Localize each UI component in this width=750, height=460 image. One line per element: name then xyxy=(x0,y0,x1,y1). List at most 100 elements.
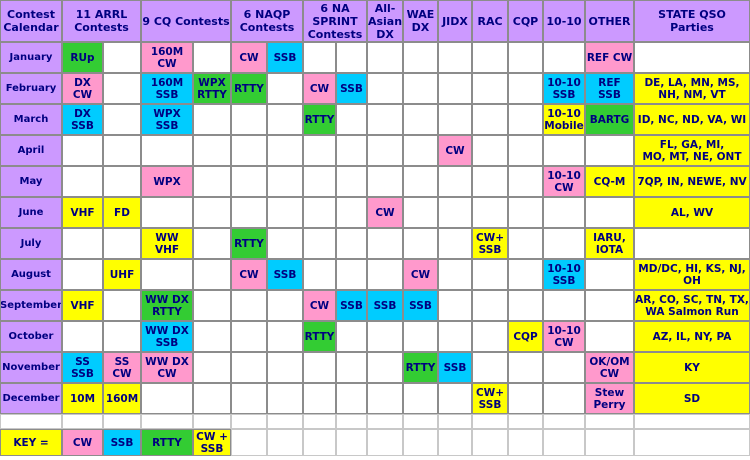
empty-cell xyxy=(303,383,336,414)
contest-cell: RTTY xyxy=(231,73,267,104)
contest-cell: WPX xyxy=(141,166,193,197)
contest-cell: SS SSB xyxy=(62,352,103,383)
contest-cell: 160M CW xyxy=(141,42,193,73)
contest-cell: RTTY xyxy=(303,321,336,352)
empty-cell xyxy=(336,166,367,197)
contest-cell: CW xyxy=(403,259,438,290)
empty-cell xyxy=(367,42,403,73)
empty-cell xyxy=(231,414,267,429)
empty-cell xyxy=(508,104,543,135)
contest-cell: UHF xyxy=(103,259,141,290)
contest-cell: CW+ SSB xyxy=(472,383,508,414)
contest-cell: WPX SSB xyxy=(141,104,193,135)
empty-cell xyxy=(367,321,403,352)
empty-cell xyxy=(231,352,267,383)
contest-cell: BARTG xyxy=(585,104,634,135)
empty-cell xyxy=(193,197,231,228)
empty-cell xyxy=(508,197,543,228)
empty-cell xyxy=(336,321,367,352)
empty-cell xyxy=(367,414,403,429)
empty-cell xyxy=(508,228,543,259)
empty-cell xyxy=(303,429,336,456)
empty-cell xyxy=(193,352,231,383)
empty-cell xyxy=(472,259,508,290)
empty-cell xyxy=(267,414,303,429)
contest-cell: 160M xyxy=(103,383,141,414)
empty-cell xyxy=(585,259,634,290)
contest-cell: CW xyxy=(303,290,336,321)
empty-cell xyxy=(438,42,472,73)
empty-cell xyxy=(303,259,336,290)
empty-cell xyxy=(367,135,403,166)
empty-cell xyxy=(472,321,508,352)
month-label: October xyxy=(0,321,62,352)
contest-cell: Stew Perry xyxy=(585,383,634,414)
contest-cell: CW xyxy=(231,259,267,290)
column-header: 10-10 xyxy=(543,0,585,42)
empty-cell xyxy=(403,383,438,414)
contest-cell: RUp xyxy=(62,42,103,73)
contest-cell: CW+ SSB xyxy=(472,228,508,259)
empty-cell xyxy=(585,290,634,321)
month-label: January xyxy=(0,42,62,73)
key-swatch: RTTY xyxy=(141,429,193,456)
empty-cell xyxy=(193,321,231,352)
empty-cell xyxy=(438,321,472,352)
key-swatch: CW + SSB xyxy=(193,429,231,456)
contest-cell: 10-10 CW xyxy=(543,321,585,352)
empty-cell xyxy=(62,166,103,197)
contest-cell: KY xyxy=(634,352,750,383)
contest-cell: RTTY xyxy=(303,104,336,135)
empty-cell xyxy=(336,259,367,290)
empty-cell xyxy=(543,414,585,429)
key-swatch: CW xyxy=(62,429,103,456)
column-header: JIDX xyxy=(438,0,472,42)
month-label: April xyxy=(0,135,62,166)
empty-cell xyxy=(62,414,103,429)
empty-cell xyxy=(472,42,508,73)
empty-cell xyxy=(472,135,508,166)
empty-cell xyxy=(403,414,438,429)
empty-cell xyxy=(193,104,231,135)
empty-cell xyxy=(543,42,585,73)
month-label: June xyxy=(0,197,62,228)
empty-cell xyxy=(367,73,403,104)
empty-cell xyxy=(267,321,303,352)
empty-cell xyxy=(141,383,193,414)
contest-cell: DX CW xyxy=(62,73,103,104)
empty-cell xyxy=(62,135,103,166)
empty-cell xyxy=(472,166,508,197)
empty-cell xyxy=(472,73,508,104)
contest-cell: SSB xyxy=(367,290,403,321)
empty-cell xyxy=(403,42,438,73)
empty-cell xyxy=(543,429,585,456)
contest-cell: SSB xyxy=(267,42,303,73)
contest-cell: REF CW xyxy=(585,42,634,73)
empty-cell xyxy=(634,414,750,429)
contest-cell: CQ-M xyxy=(585,166,634,197)
empty-cell xyxy=(508,290,543,321)
column-header: All- Asian DX xyxy=(367,0,403,42)
empty-cell xyxy=(634,228,750,259)
empty-cell xyxy=(141,135,193,166)
empty-cell xyxy=(438,383,472,414)
empty-cell xyxy=(193,259,231,290)
empty-cell xyxy=(193,166,231,197)
empty-cell xyxy=(336,104,367,135)
empty-cell xyxy=(303,42,336,73)
column-header: CQP xyxy=(508,0,543,42)
contest-cell: 10M xyxy=(62,383,103,414)
contest-cell: IARU, IOTA xyxy=(585,228,634,259)
contest-cell: SSB xyxy=(267,259,303,290)
empty-cell xyxy=(508,259,543,290)
column-header: Contest Calendar xyxy=(0,0,62,42)
contest-cell: AR, CO, SC, TN, TX, WA Salmon Run xyxy=(634,290,750,321)
month-label: March xyxy=(0,104,62,135)
column-header: 6 NAQP Contests xyxy=(231,0,303,42)
empty-cell xyxy=(103,42,141,73)
empty-cell xyxy=(103,135,141,166)
empty-cell xyxy=(438,259,472,290)
empty-cell xyxy=(438,104,472,135)
empty-cell xyxy=(367,166,403,197)
empty-cell xyxy=(231,290,267,321)
